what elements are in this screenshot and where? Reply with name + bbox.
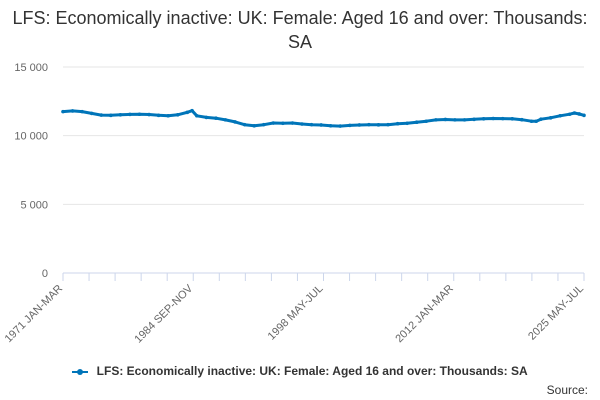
data-point [453, 118, 457, 122]
data-point [443, 117, 448, 122]
data-point [567, 112, 572, 117]
y-tick-label: 10 000 [14, 131, 48, 143]
data-point [319, 123, 323, 127]
data-point [99, 113, 104, 117]
y-tick-label: 5 000 [20, 199, 48, 211]
data-point [118, 112, 123, 117]
data-point [424, 119, 429, 124]
data-point [558, 113, 562, 118]
data-point [214, 116, 218, 121]
data-point [539, 117, 543, 121]
data-point [252, 123, 256, 128]
data-point [548, 116, 553, 120]
data-point [175, 112, 180, 117]
data-point [414, 120, 419, 125]
series-line [61, 109, 586, 128]
data-point [156, 113, 161, 118]
data-point [347, 123, 352, 128]
legend-label: LFS: Economically inactive: UK: Female: … [96, 364, 528, 378]
data-point [204, 115, 209, 120]
data-point [242, 122, 247, 127]
chart-title: LFS: Economically inactive: UK: Female: … [12, 8, 588, 52]
data-point [223, 118, 228, 122]
data-point [534, 119, 539, 124]
y-tick-label: 0 [42, 268, 48, 280]
data-point [290, 121, 295, 125]
source-label: Source: [546, 383, 588, 397]
x-tick-label: 2025 MAY-JUL [526, 283, 586, 343]
data-point [529, 119, 534, 124]
data-point [405, 121, 409, 126]
data-point [271, 121, 276, 125]
data-point [147, 112, 151, 117]
data-point [472, 117, 476, 122]
data-point [386, 122, 390, 127]
x-axis: 1971 JAN-MAR 1984 SEP-NOV 1998 MAY-JUL 2012… [3, 272, 586, 346]
data-point [309, 122, 314, 127]
data-point [395, 121, 400, 126]
data-point [70, 109, 75, 113]
data-point [376, 123, 381, 127]
x-tick-label: 2012 JAN-MAR [393, 283, 456, 346]
legend-swatch [72, 368, 89, 375]
data-point [128, 112, 132, 117]
data-point [367, 122, 371, 127]
data-point [338, 124, 343, 128]
data-point [462, 118, 467, 122]
data-point [481, 116, 486, 121]
data-point [328, 123, 333, 128]
data-point [195, 113, 199, 118]
data-point [61, 109, 65, 114]
x-tick-label: 1998 MAY-JUL [266, 283, 326, 343]
data-point [491, 116, 495, 121]
data-point [434, 118, 438, 122]
data-point [80, 109, 84, 114]
data-point [108, 113, 113, 118]
data-point [89, 111, 94, 116]
data-point [233, 120, 237, 124]
data-point [190, 108, 194, 113]
legend[interactable]: LFS: Economically inactive: UK: Female: … [0, 364, 600, 378]
data-point [577, 112, 582, 116]
data-point [582, 113, 586, 118]
data-point [281, 121, 285, 126]
data-point [300, 122, 304, 126]
x-tick-label: 1971 JAN-MAR [3, 283, 66, 346]
series-layer [61, 108, 586, 128]
data-point [185, 110, 190, 115]
data-point [572, 111, 577, 115]
data-point [166, 113, 170, 118]
data-point [137, 112, 142, 117]
data-point [261, 122, 266, 127]
y-tick-label: 15 000 [14, 62, 48, 74]
y-axis: 0 5 000 10 000 15 000 [14, 62, 48, 280]
data-point [520, 117, 524, 122]
grid [63, 66, 584, 205]
data-point [510, 116, 515, 121]
x-tick-label: 1984 SEP-NOV [132, 282, 195, 345]
data-point [500, 116, 505, 121]
data-point [357, 123, 362, 127]
